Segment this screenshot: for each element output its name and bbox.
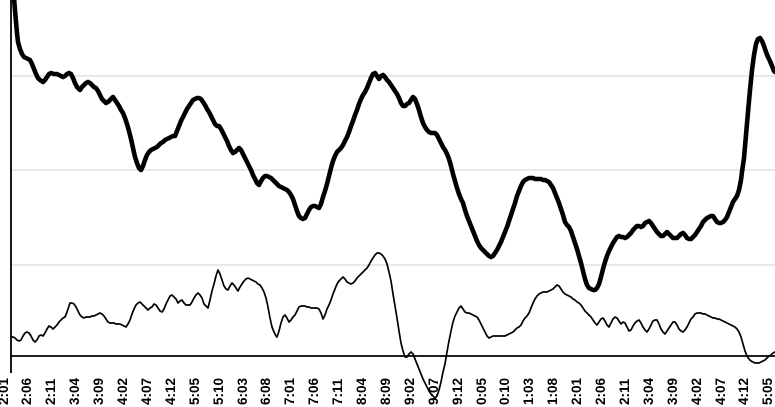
x-axis-label: 2:06 (19, 377, 35, 405)
x-axis-label: 2:06 (593, 377, 608, 405)
x-axis-label: 4:12 (162, 377, 178, 405)
x-axis-label: 5:05 (186, 377, 202, 405)
x-axis-label: 7:11 (330, 378, 346, 405)
x-axis-label: 4:02 (688, 377, 704, 405)
x-axis-label: 2:11 (43, 378, 59, 405)
x-axis-label: 2:11 (616, 378, 632, 405)
x-axis-label: 7:01 (282, 377, 298, 405)
x-axis-label: 4:07 (138, 377, 154, 405)
x-axis-label: 9:07 (425, 377, 441, 405)
x-axis-label: 8:04 (354, 377, 369, 405)
x-axis-label: 6:08 (258, 377, 274, 405)
x-axis-label: 2:01 (569, 377, 585, 405)
x-axis-label: 3:04 (640, 377, 656, 405)
x-axis-label: 1:08 (545, 377, 561, 405)
x-axis-label: 0:05 (473, 377, 489, 405)
x-axis-label: 3:09 (91, 377, 107, 405)
thin-series (10, 252, 775, 399)
x-axis-label: 1:03 (521, 377, 537, 405)
x-axis-label: 4:02 (115, 377, 130, 405)
x-axis-label: 7:06 (306, 377, 322, 405)
x-axis-label: 5:05 (760, 377, 775, 405)
x-axis-label: 9:02 (401, 377, 417, 405)
x-axis-label: 0:10 (497, 377, 513, 405)
x-axis-label: 9:12 (449, 377, 465, 405)
x-axis-label: 6:03 (234, 377, 250, 405)
thick-series (11, 0, 775, 293)
x-axis-label: 3:09 (664, 377, 680, 405)
x-axis-label: 4:07 (712, 377, 728, 405)
x-axis-label: 8:09 (377, 377, 393, 405)
x-axis-label: 3:04 (67, 377, 83, 405)
x-axis-label: 2:01 (0, 377, 11, 405)
x-axis-label: 4:12 (736, 377, 752, 405)
x-axis-label: 5:10 (210, 377, 226, 405)
